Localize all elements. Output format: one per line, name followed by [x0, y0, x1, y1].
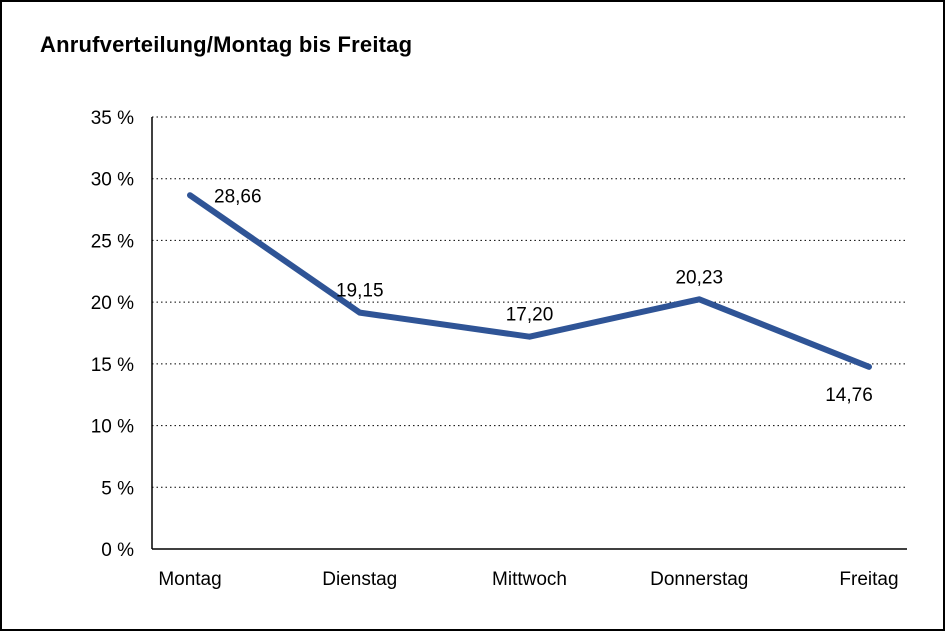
data-point-label: 17,20	[506, 305, 554, 326]
y-tick-label: 15 %	[91, 355, 134, 376]
chart-title: Anrufverteilung/Montag bis Freitag	[40, 32, 413, 57]
y-tick-label: 10 %	[91, 417, 134, 438]
data-line	[187, 192, 872, 370]
y-tick-label: 20 %	[91, 293, 134, 314]
x-category-label: Dienstag	[322, 569, 397, 590]
data-point-label: 20,23	[675, 267, 723, 288]
data-point-label: 28,66	[214, 186, 262, 207]
x-category-label: Mittwoch	[492, 569, 567, 590]
y-tick-label: 5 %	[101, 478, 134, 499]
data-point-label: 19,15	[336, 281, 384, 302]
x-category-label: Montag	[158, 569, 221, 590]
data-point-label: 14,76	[825, 385, 873, 406]
y-tick-label: 25 %	[91, 231, 134, 252]
x-category-label: Donnerstag	[650, 569, 748, 590]
y-tick-label: 30 %	[91, 170, 134, 191]
y-tick-label: 35 %	[91, 108, 134, 129]
y-tick-label: 0 %	[101, 540, 134, 561]
x-category-label: Freitag	[839, 569, 898, 590]
